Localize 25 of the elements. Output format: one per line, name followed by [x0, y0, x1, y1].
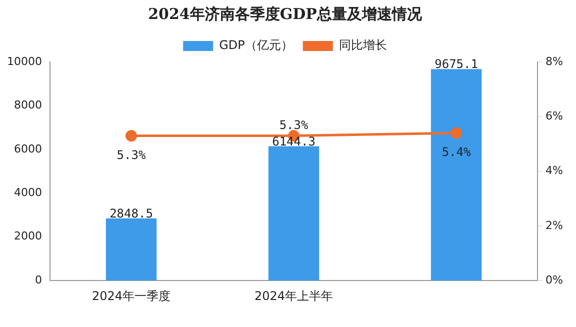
text: 9675.1	[434, 57, 478, 72]
x-tick-label: 2024年上半年	[254, 288, 334, 303]
y2-tick-label: 4%	[546, 164, 563, 178]
y2-tick-label: 8%	[546, 54, 563, 68]
y-tick-label: 0	[34, 273, 42, 286]
y-tick-label: 6000	[14, 142, 42, 156]
text: 2848.5	[110, 206, 153, 220]
bar	[430, 69, 482, 281]
bar	[106, 218, 157, 281]
chart-title: 2024年济南各季度GDP总量及增速情况	[148, 4, 423, 23]
text: 6144.3	[272, 134, 316, 148]
y-tick-label: 4000	[14, 186, 42, 200]
y-tick-label: 2000	[14, 230, 42, 243]
legend-label: 同比增长	[338, 38, 387, 52]
y2-tick-label: 2%	[546, 218, 563, 232]
bar	[268, 146, 320, 281]
data-label: 5.3%	[116, 148, 146, 162]
x-tick-label: 2024年一季度	[92, 288, 171, 303]
y2-tick-label: 6%	[546, 110, 563, 123]
y2-tick-label: 0%	[546, 273, 563, 286]
y-tick-label: 10000	[6, 54, 42, 68]
data-label: 5.3%	[279, 118, 309, 132]
data-label: 5.4%	[442, 145, 472, 160]
legend-label: GDP（亿元）	[219, 38, 293, 52]
y-tick-label: 8000	[14, 98, 42, 112]
